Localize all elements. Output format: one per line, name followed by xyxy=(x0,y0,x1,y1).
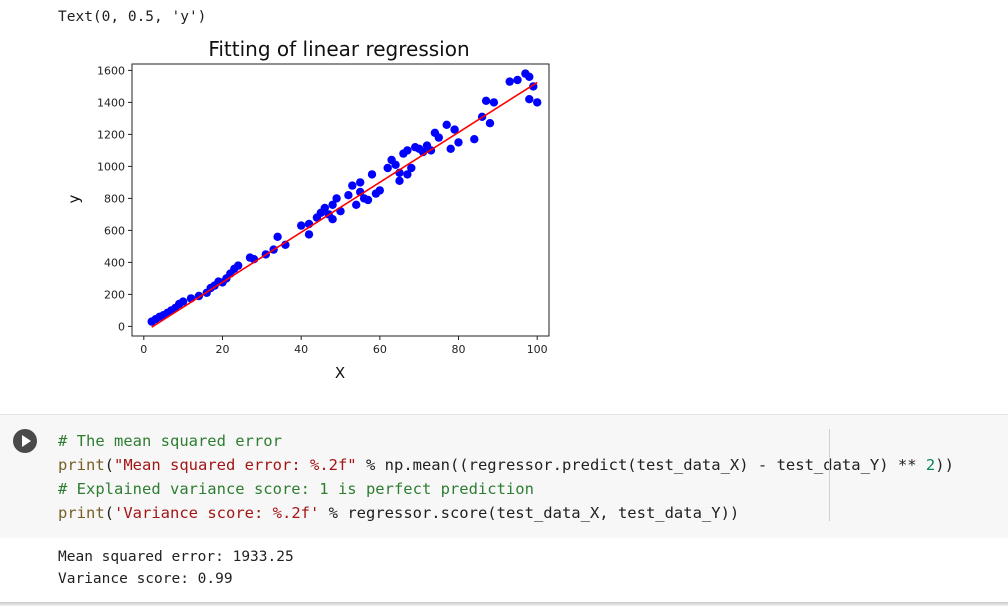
code-line-2: print("Mean squared error: %.2f" % np.me… xyxy=(58,453,998,477)
x-tick-label: 0 xyxy=(140,343,147,356)
data-point xyxy=(481,96,491,105)
data-point xyxy=(446,144,455,153)
cell-divider xyxy=(0,602,1008,606)
x-tick-label: 20 xyxy=(215,343,229,356)
code-token: )) xyxy=(935,456,954,474)
data-point xyxy=(304,230,314,239)
data-point xyxy=(297,221,306,230)
data-point xyxy=(363,195,373,205)
data-point xyxy=(407,163,416,173)
code-token: ( xyxy=(104,504,115,522)
data-point xyxy=(344,191,353,200)
data-point xyxy=(525,72,534,81)
y-tick-label: 1400 xyxy=(97,96,125,109)
data-point xyxy=(485,119,495,128)
data-point xyxy=(383,163,392,173)
y-tick-label: 1600 xyxy=(97,64,125,77)
code-number: 2 xyxy=(925,456,936,474)
data-point xyxy=(533,98,542,107)
data-point xyxy=(356,178,365,187)
code-token: % np.mean((regressor.predict(test_data_X… xyxy=(356,456,926,474)
data-point xyxy=(391,160,400,169)
data-point xyxy=(328,215,337,224)
data-point xyxy=(513,75,522,85)
data-point xyxy=(470,135,479,144)
data-point xyxy=(403,146,412,155)
x-tick-label: 60 xyxy=(373,343,387,356)
data-point xyxy=(525,95,534,104)
code-editor[interactable]: # The mean squared error print("Mean squa… xyxy=(58,429,998,525)
data-point xyxy=(375,186,384,195)
data-point xyxy=(403,170,412,179)
output-line-mse: Mean squared error: 1933.25 xyxy=(58,549,294,565)
play-icon xyxy=(22,435,31,447)
y-tick-label: 400 xyxy=(104,256,125,269)
y-tick-label: 0 xyxy=(118,320,125,333)
data-point xyxy=(505,77,514,86)
data-point xyxy=(454,138,463,147)
x-tick-label: 100 xyxy=(527,343,548,356)
data-point xyxy=(348,181,357,190)
scatter-chart: Fitting of linear regression 0 20 40 60 80 10… xyxy=(40,34,580,382)
data-point xyxy=(328,200,337,209)
y-tick-label: 1200 xyxy=(97,128,125,141)
data-point xyxy=(434,133,443,142)
data-point xyxy=(320,203,329,213)
output-line-variance: Variance score: 0.99 xyxy=(58,571,233,587)
chart-title: Fitting of linear regression xyxy=(208,37,469,61)
run-cell-button[interactable] xyxy=(13,429,37,453)
y-tick-label: 1000 xyxy=(97,160,125,173)
plot-layer xyxy=(147,69,542,328)
code-line-3: # Explained variance score: 1 is perfect… xyxy=(58,477,998,501)
x-tick-label: 80 xyxy=(452,343,466,356)
data-point xyxy=(332,194,341,203)
data-point xyxy=(442,120,451,129)
y-axis-label: y xyxy=(65,194,83,203)
code-token: ( xyxy=(104,456,115,474)
code-function: print xyxy=(58,456,105,474)
y-tick-label: 800 xyxy=(104,192,125,205)
data-point xyxy=(395,176,404,185)
x-axis-label: X xyxy=(335,364,345,382)
data-point xyxy=(178,297,188,306)
code-line-1: # The mean squared error xyxy=(58,429,998,453)
data-point xyxy=(352,200,361,209)
code-comment: # The mean squared error xyxy=(58,432,282,450)
code-function: print xyxy=(58,504,105,522)
data-point xyxy=(450,125,459,134)
data-point xyxy=(273,232,282,241)
data-point xyxy=(367,170,377,179)
y-tick-label: 200 xyxy=(104,288,125,301)
code-cell[interactable]: # The mean squared error print("Mean squa… xyxy=(0,414,1008,539)
x-tick-label: 40 xyxy=(294,343,308,356)
code-string: "Mean squared error: %.2f" xyxy=(114,456,357,474)
code-string: 'Variance score: %.2f' xyxy=(114,504,320,522)
axis-layer: 0 20 40 60 80 1000200400600800100012001400160… xyxy=(97,64,548,356)
cell-text-output: Text(0, 0.5, 'y') xyxy=(58,9,207,25)
plot-area xyxy=(131,63,550,337)
cell-output-area: Mean squared error: 1933.25 Variance scor… xyxy=(0,538,1008,602)
regression-line xyxy=(151,81,538,328)
data-point xyxy=(489,98,499,107)
chart-svg: Fitting of linear regression 0 20 40 60 80 10… xyxy=(65,37,550,382)
y-tick-label: 600 xyxy=(104,224,125,237)
data-point xyxy=(234,261,243,270)
code-comment: # Explained variance score: 1 is perfect… xyxy=(58,480,534,498)
line-length-ruler xyxy=(829,429,830,521)
cell-output-text: Mean squared error: 1933.25 Variance scor… xyxy=(58,546,294,590)
code-token: % regressor.score(test_data_X, test_data… xyxy=(319,504,740,522)
code-line-4: print('Variance score: %.2f' % regressor… xyxy=(58,501,998,525)
